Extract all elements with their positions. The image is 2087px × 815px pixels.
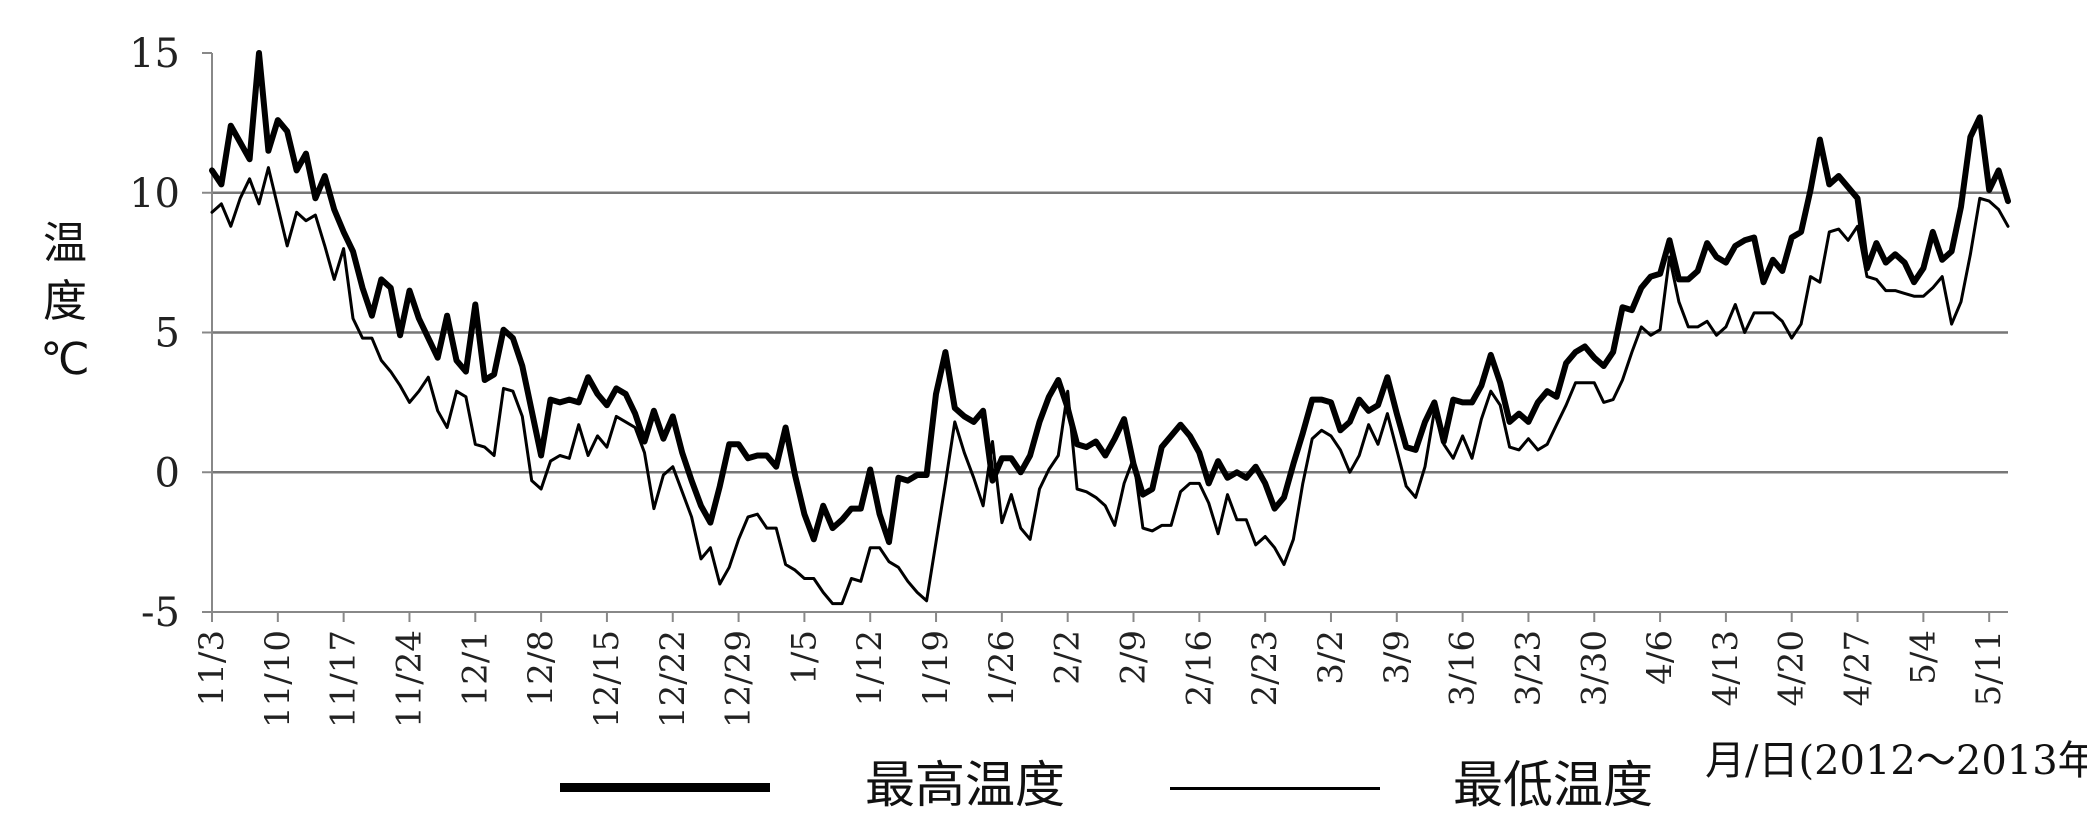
legend-label-min: 最低温度: [1453, 756, 1653, 814]
x-tick-label: 1/19: [916, 630, 956, 706]
series-line-min-temp: [210, 166, 2010, 606]
x-tick-label: 2/9: [1114, 630, 1154, 685]
x-tick-label: 12/22: [653, 630, 693, 728]
x-tick-label: 3/9: [1377, 630, 1417, 685]
x-axis-label: 月/日(2012～2013年): [1705, 738, 2087, 784]
series-line-max-temp: [209, 50, 2011, 546]
x-tick-label: 3/30: [1574, 630, 1614, 706]
x-tick-label: 11/10: [258, 630, 298, 728]
x-tick-label: 12/1: [455, 630, 495, 706]
y-axis-label: 温 度 ℃: [30, 215, 100, 389]
x-tick-label: 4/13: [1706, 630, 1746, 706]
x-tick-label: 12/8: [521, 630, 561, 706]
series-lines: [209, 50, 2011, 606]
y-tick-label: 10: [129, 171, 180, 217]
y-axis-label-char: 度: [43, 276, 87, 327]
y-axis-ticks: -5 0 5 10 15: [129, 31, 212, 636]
legend-swatch-max: [560, 783, 770, 792]
legend-label-max: 最高温度: [865, 756, 1065, 814]
x-tick-label: 4/20: [1772, 630, 1812, 706]
legend: 最高温度 最低温度: [560, 755, 1760, 815]
x-tick-label: 2/23: [1245, 630, 1285, 706]
x-tick-label: 12/29: [719, 630, 759, 728]
x-tick-label: 2/2: [1048, 630, 1088, 685]
x-tick-label: 4/27: [1838, 630, 1878, 706]
x-tick-label: 5/11: [1969, 630, 2009, 706]
x-tick-label: 12/15: [587, 630, 627, 728]
x-tick-label: 11/3: [192, 630, 232, 706]
x-tick-label: 1/26: [982, 630, 1022, 706]
x-tick-label: 1/5: [784, 630, 824, 685]
x-tick-label: 11/24: [389, 630, 429, 728]
x-tick-label: 3/2: [1311, 630, 1351, 685]
x-tick-label: 3/23: [1508, 630, 1548, 706]
y-tick-label: -5: [141, 590, 180, 636]
y-tick-label: 5: [155, 311, 180, 357]
y-tick-label: 0: [155, 450, 180, 496]
legend-swatch-min: [1170, 787, 1380, 790]
y-axis-label-unit: ℃: [40, 334, 90, 385]
x-tick-label: 1/12: [850, 630, 890, 706]
y-tick-label: 15: [129, 31, 180, 77]
x-tick-label: 4/6: [1640, 630, 1680, 685]
x-axis-ticks: 11/3 11/10 11/17 11/24 12/1 12/8 12/15 12/22 12/…: [192, 612, 2009, 728]
x-tick-label: 11/17: [324, 630, 364, 728]
x-tick-label: 3/16: [1443, 630, 1483, 706]
x-tick-label: 2/16: [1179, 630, 1219, 706]
x-tick-label: 5/4: [1903, 630, 1943, 685]
y-axis-label-char: 温: [43, 218, 87, 269]
horizontal-gridlines: [212, 191, 2008, 474]
